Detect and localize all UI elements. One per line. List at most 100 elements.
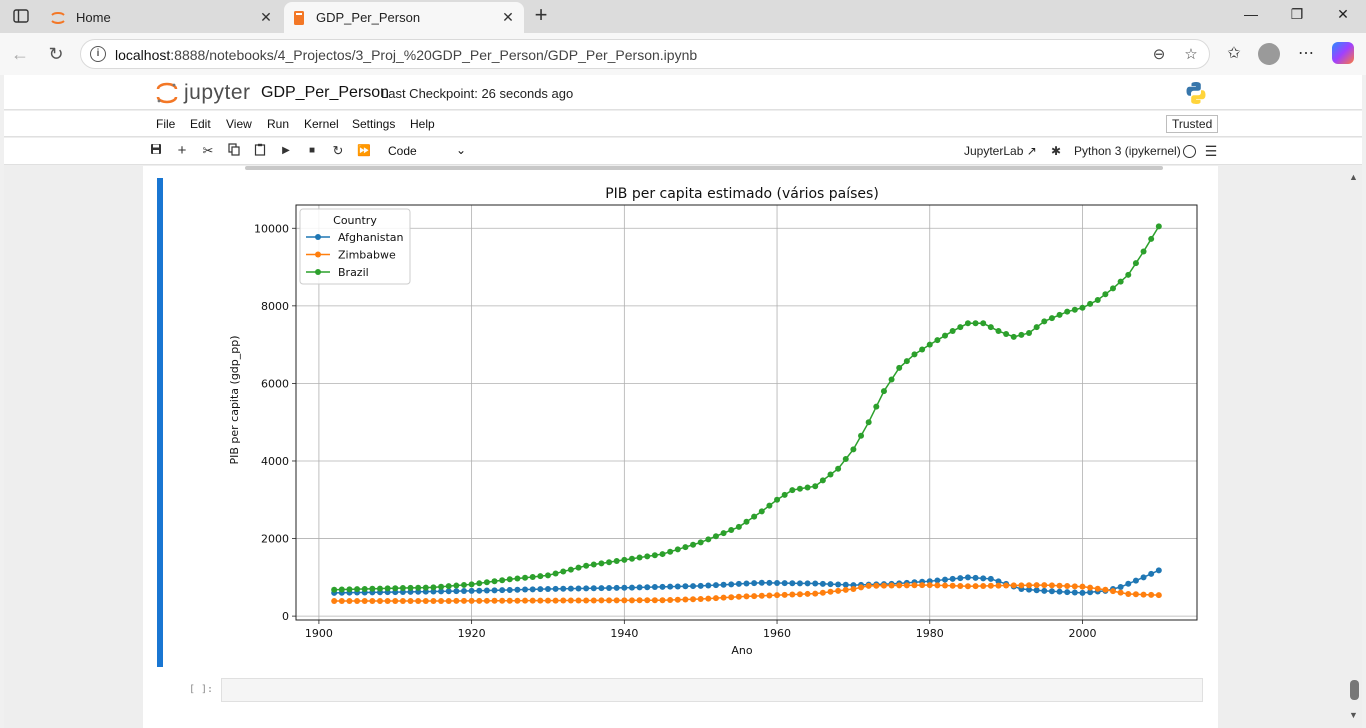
back-icon[interactable]: ← bbox=[11, 44, 29, 64]
paste-icon[interactable] bbox=[252, 143, 268, 159]
menu-run[interactable]: Run bbox=[267, 117, 290, 131]
data-point bbox=[842, 586, 849, 593]
data-point bbox=[1117, 584, 1124, 591]
data-point bbox=[636, 597, 643, 604]
copy-icon[interactable] bbox=[226, 143, 242, 159]
data-point bbox=[774, 592, 781, 599]
notebook-title[interactable]: GDP_Per_Person bbox=[261, 84, 390, 101]
data-point bbox=[865, 582, 872, 589]
vertical-scrollbar-thumb[interactable] bbox=[1350, 680, 1359, 700]
data-point bbox=[491, 597, 498, 604]
save-icon[interactable] bbox=[148, 143, 164, 159]
data-point bbox=[575, 564, 582, 571]
menu-file[interactable]: File bbox=[156, 117, 176, 131]
new-tab-icon[interactable]: + bbox=[534, 2, 548, 27]
data-point bbox=[1003, 582, 1010, 589]
data-point bbox=[499, 577, 506, 584]
data-point bbox=[468, 581, 475, 588]
more-menu-icon[interactable]: ⋯ bbox=[1298, 45, 1314, 62]
zoom-icon[interactable]: ⊖ bbox=[1152, 46, 1166, 63]
chart-title: PIB per capita estimado (vários países) bbox=[605, 186, 879, 202]
tab-home[interactable]: Home ✕ bbox=[42, 2, 282, 33]
x-tick-label: 2000 bbox=[1068, 627, 1096, 640]
close-icon[interactable]: ✕ bbox=[260, 9, 272, 25]
scrollbar-thumb[interactable] bbox=[245, 166, 1163, 170]
data-point bbox=[911, 582, 918, 589]
data-point bbox=[483, 579, 490, 586]
copilot-icon[interactable] bbox=[1332, 42, 1354, 64]
hamburger-menu-icon[interactable]: ☰ bbox=[1204, 143, 1218, 159]
restart-icon[interactable]: ↻ bbox=[332, 143, 344, 158]
x-tick-label: 1920 bbox=[458, 627, 486, 640]
tab-gdp-per-person[interactable]: GDP_Per_Person ✕ bbox=[284, 2, 524, 33]
legend-label: Zimbabwe bbox=[338, 249, 396, 262]
output-horizontal-scrollbar[interactable] bbox=[221, 166, 1191, 172]
cut-icon[interactable]: ✂ bbox=[202, 143, 214, 158]
minimize-icon[interactable]: — bbox=[1244, 6, 1258, 22]
stop-icon[interactable]: ■ bbox=[308, 145, 316, 156]
y-tick-label: 0 bbox=[282, 610, 289, 623]
data-point bbox=[980, 575, 987, 582]
data-point bbox=[751, 593, 758, 600]
data-point bbox=[468, 597, 475, 604]
series-line bbox=[334, 225, 1160, 591]
data-point bbox=[1087, 584, 1094, 591]
scroll-down-icon[interactable]: ▼ bbox=[1349, 710, 1358, 720]
favorites-icon[interactable]: ✩ bbox=[1227, 45, 1241, 62]
data-point bbox=[346, 597, 353, 604]
data-point bbox=[583, 562, 590, 569]
menu-settings[interactable]: Settings bbox=[352, 117, 396, 131]
run-icon[interactable]: ▶ bbox=[282, 145, 290, 156]
reload-icon[interactable]: ↻ bbox=[48, 44, 64, 64]
x-tick-label: 1980 bbox=[916, 627, 944, 640]
fast-forward-icon[interactable]: ⏩ bbox=[357, 145, 371, 157]
data-point bbox=[766, 502, 773, 509]
restore-icon[interactable]: ❐ bbox=[1290, 6, 1304, 22]
data-point bbox=[331, 597, 338, 604]
data-point bbox=[338, 586, 345, 593]
data-point bbox=[529, 586, 536, 593]
close-icon[interactable]: ✕ bbox=[502, 9, 514, 25]
y-tick-label: 4000 bbox=[261, 455, 289, 468]
debugger-icon[interactable]: ✱ bbox=[1050, 144, 1062, 158]
data-point bbox=[613, 597, 620, 604]
favorite-star-icon[interactable]: ☆ bbox=[1184, 46, 1198, 63]
data-point bbox=[812, 580, 819, 587]
cell-collapser[interactable] bbox=[157, 178, 163, 667]
jupyter-logo[interactable]: jupyter bbox=[156, 81, 251, 105]
data-point bbox=[735, 523, 742, 530]
url-text[interactable]: localhost:8888/notebooks/4_Projectos/3_P… bbox=[115, 47, 698, 63]
data-point bbox=[544, 585, 551, 592]
site-info-icon[interactable]: i bbox=[90, 46, 106, 62]
data-point bbox=[1094, 585, 1101, 592]
data-point bbox=[399, 597, 406, 604]
window-close-icon[interactable]: ✕ bbox=[1337, 6, 1349, 22]
data-point bbox=[651, 597, 658, 604]
trusted-badge[interactable]: Trusted bbox=[1166, 115, 1219, 133]
menu-help[interactable]: Help bbox=[410, 117, 435, 131]
data-point bbox=[888, 376, 895, 383]
data-point bbox=[499, 597, 506, 604]
tab-actions-icon[interactable] bbox=[8, 5, 34, 27]
kernel-name[interactable]: Python 3 (ipykernel) bbox=[1074, 144, 1181, 158]
data-point bbox=[942, 582, 949, 589]
cell-type-select[interactable]: Code ⌄ bbox=[388, 143, 466, 158]
menu-kernel[interactable]: Kernel bbox=[304, 117, 339, 131]
address-bar[interactable]: i localhost:8888/notebooks/4_Projectos/3… bbox=[80, 39, 1210, 69]
jupyterlab-link[interactable]: JupyterLab ↗ bbox=[964, 144, 1037, 158]
empty-code-cell[interactable] bbox=[221, 678, 1203, 702]
data-point bbox=[926, 341, 933, 348]
add-cell-icon[interactable]: + bbox=[177, 142, 187, 159]
data-point bbox=[934, 337, 941, 344]
data-point bbox=[445, 597, 452, 604]
scroll-up-icon[interactable]: ▲ bbox=[1349, 172, 1358, 182]
data-point bbox=[361, 585, 368, 592]
data-point bbox=[919, 346, 926, 353]
menu-edit[interactable]: Edit bbox=[190, 117, 211, 131]
data-point bbox=[1033, 587, 1040, 594]
menu-view[interactable]: View bbox=[226, 117, 252, 131]
data-point bbox=[491, 578, 498, 585]
profile-avatar[interactable] bbox=[1258, 43, 1280, 65]
data-point bbox=[445, 583, 452, 590]
data-point bbox=[827, 471, 834, 478]
